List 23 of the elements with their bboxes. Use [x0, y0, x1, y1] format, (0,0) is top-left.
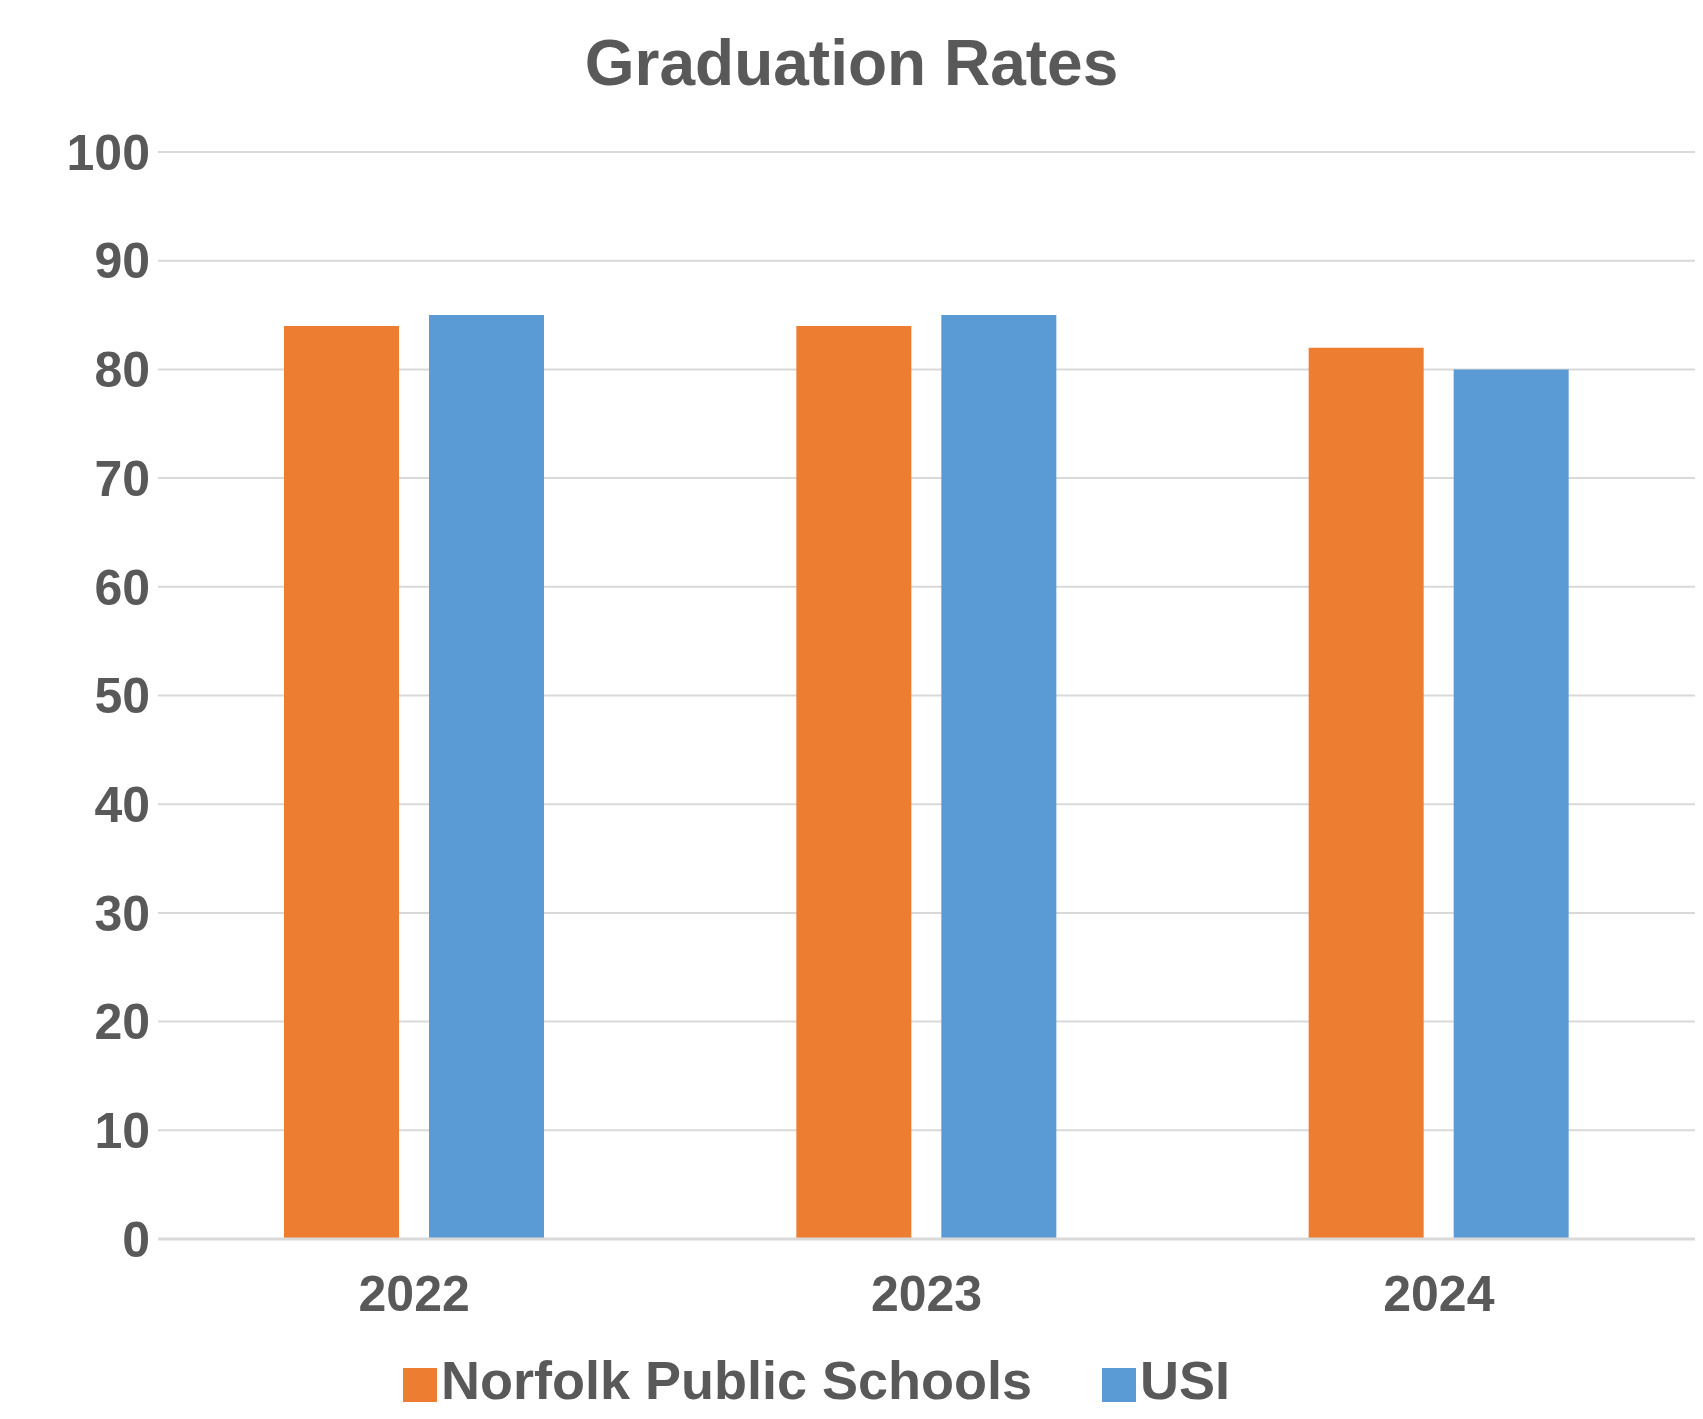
chart-title: Graduation Rates: [584, 27, 1119, 99]
x-tick-label: 2023: [870, 1265, 983, 1322]
x-tick-label: 2024: [1383, 1265, 1495, 1322]
x-tick-label: 2022: [358, 1265, 470, 1322]
y-tick-label: 80: [94, 342, 150, 399]
bar: [796, 325, 912, 1239]
y-tick-label: 70: [94, 450, 150, 507]
y-tick-label: 40: [94, 776, 150, 833]
bar: [1453, 369, 1569, 1239]
y-tick-label: 10: [94, 1103, 150, 1160]
y-tick-label: 90: [94, 233, 150, 290]
bar: [284, 325, 399, 1239]
y-tick-label: 30: [94, 885, 150, 942]
legend-label: Norfolk Public Schools: [440, 1350, 1033, 1410]
y-tick-label: 20: [94, 994, 150, 1051]
bar: [429, 315, 544, 1239]
y-tick-label: 100: [66, 124, 150, 181]
bar: [941, 315, 1057, 1239]
bar: [1308, 347, 1424, 1239]
y-tick-label: 50: [94, 668, 150, 725]
legend-label: USI: [1140, 1350, 1231, 1410]
y-tick-label: 0: [122, 1211, 150, 1268]
y-tick-label: 60: [94, 559, 150, 616]
